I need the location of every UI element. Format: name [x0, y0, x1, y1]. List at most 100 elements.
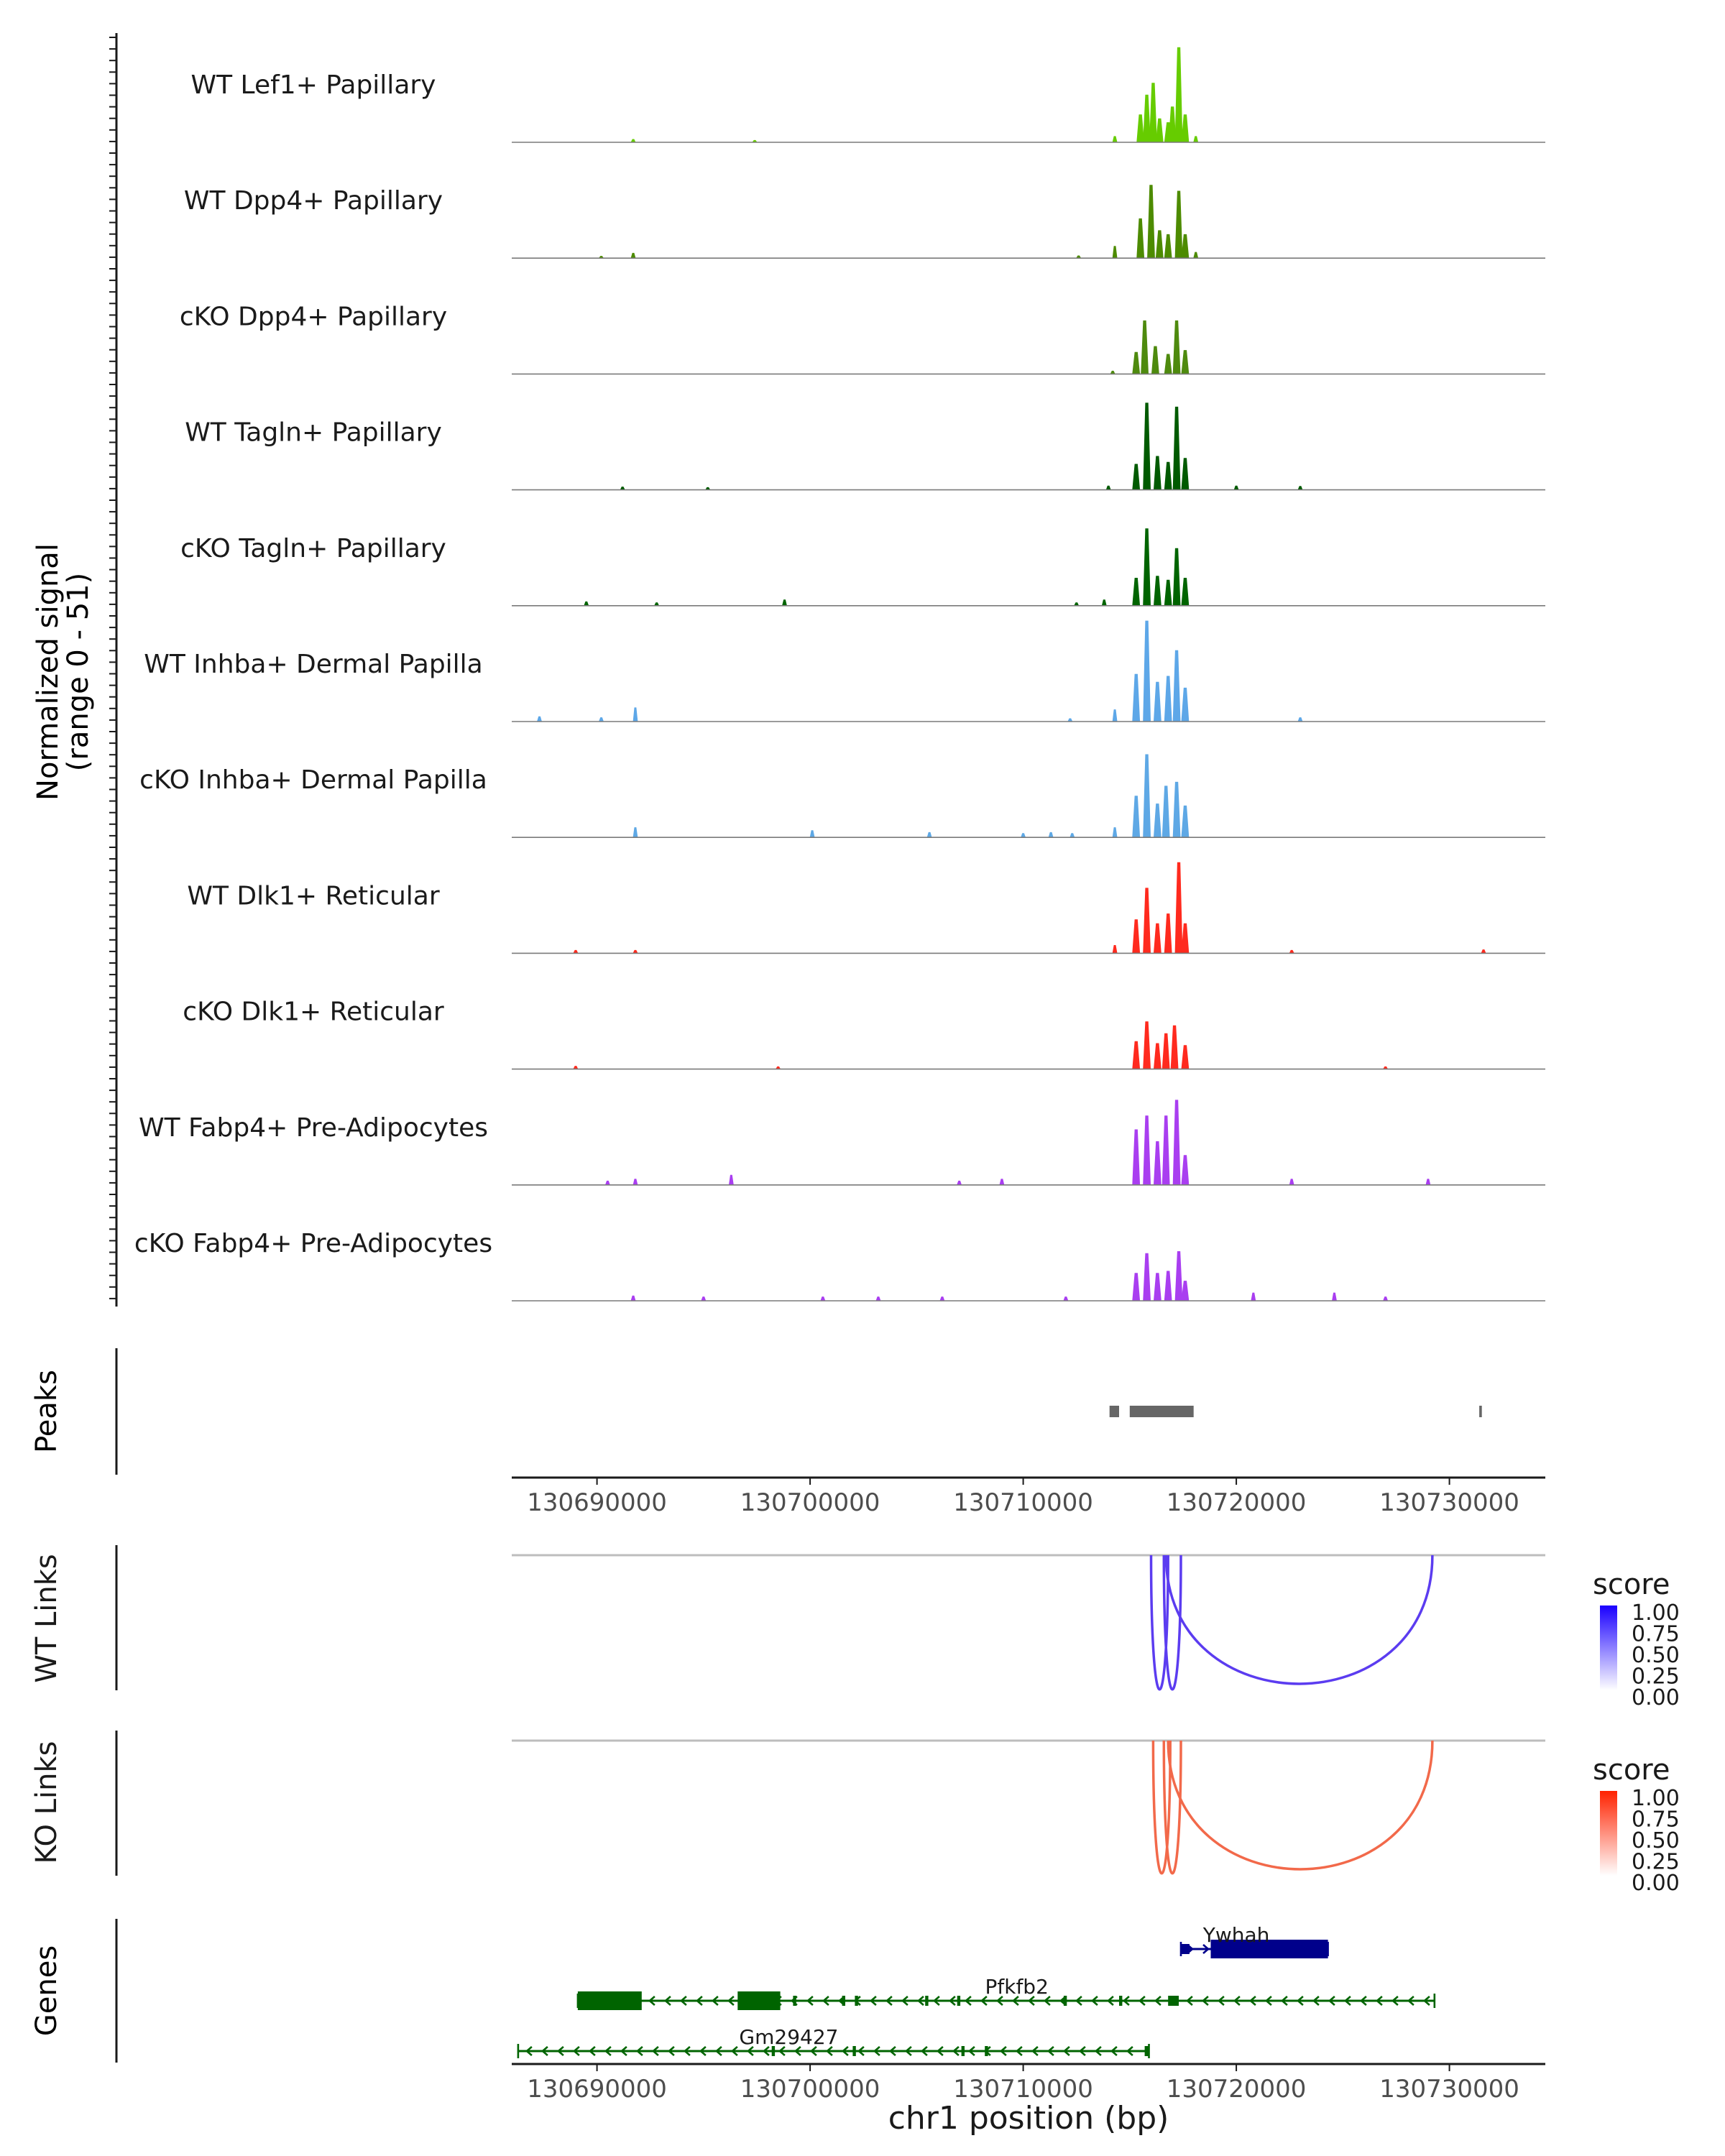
gene-exon — [1063, 1996, 1067, 2006]
strand-arrow — [1328, 1996, 1335, 2006]
strand-arrow — [525, 2046, 533, 2056]
gene-exon — [1168, 1996, 1179, 2006]
track-8: WT Dlk1+ Reticular — [187, 862, 1545, 954]
x-axis-label: chr1 position (bp) — [888, 2100, 1169, 2137]
gene-exon — [842, 1996, 845, 2006]
strand-arrow — [604, 2046, 612, 2056]
track-label: cKO Inhba+ Dermal Papilla — [139, 765, 487, 795]
track-label: WT Dpp4+ Papillary — [184, 186, 443, 216]
strand-arrow — [1312, 1996, 1320, 2006]
strand-arrow — [794, 2046, 801, 2056]
legend-title: score — [1593, 1568, 1670, 1601]
genes-track: Ywhah Pfkfb2 Gm29427 — [517, 1923, 1436, 2058]
peaks-track-label: Peaks — [30, 1370, 63, 1453]
strand-arrow — [1296, 1996, 1304, 2006]
track-label: cKO Dlk1+ Reticular — [183, 998, 444, 1027]
link-arc — [1151, 1740, 1172, 1875]
strand-arrow — [885, 1996, 893, 2006]
strand-arrow — [1233, 1996, 1241, 2006]
gene-pfkfb2: Pfkfb2 — [576, 1975, 1436, 2010]
strand-arrow — [1027, 1996, 1035, 2006]
strand-arrow — [1126, 2046, 1133, 2056]
legend-tick-label: 0.00 — [1632, 1685, 1680, 1710]
track-label: WT Dlk1+ Reticular — [187, 881, 439, 911]
strand-arrow — [1202, 1944, 1210, 1954]
track-label: cKO Dpp4+ Papillary — [180, 302, 447, 331]
strand-arrow — [730, 2046, 738, 2056]
strand-arrow — [1248, 1996, 1256, 2006]
strand-arrow — [920, 2046, 928, 2056]
strand-arrow — [663, 1996, 671, 2006]
strand-arrow — [873, 2046, 880, 2056]
strand-arrow — [1043, 1996, 1051, 2006]
track-label: WT Tagln+ Papillary — [185, 418, 442, 448]
strand-arrow — [1391, 1996, 1399, 2006]
strand-arrow — [762, 2046, 770, 2056]
gene-gm29427: Gm29427 — [517, 2025, 1150, 2058]
track-10: WT Fabp4+ Pre-Adipocytes — [139, 1100, 1545, 1186]
gene-exon — [985, 2046, 988, 2056]
strand-arrow — [727, 1996, 735, 2006]
track-label: cKO Fabp4+ Pre-Adipocytes — [134, 1229, 492, 1258]
strand-arrow — [1122, 1996, 1130, 2006]
strand-arrow — [809, 2046, 817, 2056]
strand-arrow — [857, 2046, 865, 2056]
strand-arrow — [1078, 2046, 1086, 2056]
strand-arrow — [651, 2046, 659, 2056]
strand-arrow — [711, 1996, 719, 2006]
link-arc — [1149, 1554, 1169, 1691]
gene-ywhah: Ywhah — [1179, 1923, 1329, 1958]
strand-arrow — [952, 2046, 960, 2056]
strand-arrow — [888, 2046, 896, 2056]
strand-arrow — [1046, 2046, 1054, 2056]
strand-arrow — [936, 2046, 944, 2056]
strand-arrow — [916, 1996, 924, 2006]
strand-arrow — [683, 2046, 691, 2056]
legend-title: score — [1593, 1754, 1670, 1787]
x-tick-label: 130690000 — [527, 1488, 667, 1517]
strand-arrow — [964, 1996, 972, 2006]
strand-arrow — [825, 2046, 833, 2056]
strand-arrow — [1185, 1996, 1193, 2006]
legend-tick-label: 0.25 — [1632, 1664, 1680, 1690]
strand-arrow — [1094, 2046, 1102, 2056]
strand-arrow — [1407, 1996, 1414, 2006]
track-label: WT Lef1+ Papillary — [191, 70, 436, 100]
legend-tick-label: 0.50 — [1632, 1643, 1680, 1668]
strand-arrow — [1090, 1996, 1098, 2006]
coverage-tracks: WT Lef1+ Papillary WT Dpp4+ Papillary cKO … — [134, 47, 1545, 1302]
signal-y-axis-ticks — [109, 37, 116, 1299]
x-tick-label: 130720000 — [1167, 2075, 1307, 2104]
strand-arrow — [901, 1996, 908, 2006]
strand-arrow — [1075, 1996, 1082, 2006]
legend-tick-label: 0.25 — [1632, 1850, 1680, 1875]
strand-arrow — [679, 1996, 687, 2006]
signal-axis-label: Normalized signal — [32, 543, 65, 801]
gene-exon — [737, 1991, 781, 2010]
strand-arrow — [699, 2046, 707, 2056]
links-track-label: WT Links — [30, 1554, 63, 1682]
track-11: cKO Fabp4+ Pre-Adipocytes — [134, 1229, 1545, 1302]
x-tick-label: 130720000 — [1167, 1488, 1307, 1517]
gene-exon — [1210, 1940, 1328, 1958]
signal-range-label: (range 0 - 51) — [62, 573, 95, 771]
gene-exon — [1181, 1944, 1190, 1954]
links-track-label: KO Links — [30, 1741, 63, 1864]
strand-arrow — [1154, 1996, 1162, 2006]
track-6: WT Inhba+ Dermal Papilla — [144, 620, 1545, 722]
legend-colorbar — [1600, 1606, 1617, 1690]
strand-arrow — [620, 2046, 627, 2056]
gene-name-label: Gm29427 — [739, 2025, 838, 2049]
strand-arrow — [995, 1996, 1003, 2006]
x-tick-label: 130710000 — [953, 2075, 1093, 2104]
link-arc — [1164, 1554, 1434, 1685]
legend-tick-label: 0.50 — [1632, 1828, 1680, 1853]
strand-arrow — [806, 1996, 814, 2006]
peaks-x-axis: 130690000 130700000 130710000 130720000 1307… — [527, 1478, 1519, 1517]
genes-track-label: Genes — [30, 1945, 63, 2036]
gene-exon — [961, 2046, 965, 2056]
strand-arrow — [667, 2046, 675, 2056]
link-arc — [1167, 1740, 1434, 1871]
strand-arrow — [932, 1996, 940, 2006]
